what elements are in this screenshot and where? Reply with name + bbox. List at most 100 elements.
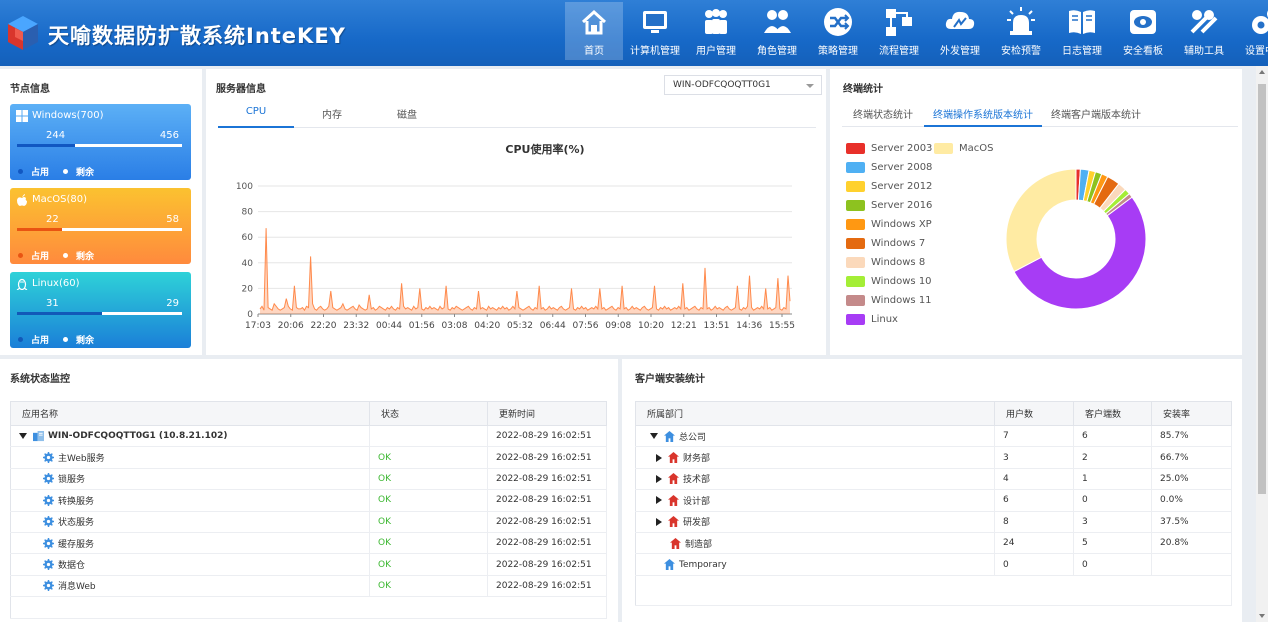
nav-item-label: 安全看板 <box>1123 46 1163 57</box>
x-tick-label: 15:55 <box>769 321 795 331</box>
department-name: 制造部 <box>685 539 713 550</box>
collapse-triangle-icon[interactable] <box>656 496 662 505</box>
tab-server-1[interactable]: 内存 <box>322 110 342 121</box>
legend-item[interactable]: Linux <box>846 314 898 325</box>
nav-item-flow[interactable]: 流程管理 <box>870 2 928 60</box>
col-install-rate[interactable]: 安装率 <box>1151 401 1232 426</box>
legend-item[interactable]: Server 2016 <box>846 200 932 211</box>
table-row[interactable]: 锁服务 OK 2022-08-29 16:02:51 <box>10 468 607 491</box>
department-icon <box>664 559 675 571</box>
table-row[interactable]: 研发部 8 3 37.5% <box>635 511 1232 533</box>
collapse-triangle-icon[interactable] <box>656 517 662 526</box>
nav-item-home[interactable]: 首页 <box>565 2 623 60</box>
table-row[interactable]: Temporary 0 0 <box>635 553 1232 576</box>
node-card-apple[interactable]: MacOS(80) 22 58 占用 剩余 <box>10 188 191 264</box>
scroll-up-arrow-icon[interactable] <box>1259 70 1265 74</box>
department-cell: Temporary <box>635 553 995 576</box>
x-tick-label: 00:44 <box>376 321 402 331</box>
table-row[interactable]: 状态服务 OK 2022-08-29 16:02:51 <box>10 511 607 533</box>
node-card-linux[interactable]: Linux(60) 31 29 占用 剩余 <box>10 272 191 348</box>
nav-item-users[interactable]: 用户管理 <box>687 2 745 60</box>
table-row[interactable]: 主Web服务 OK 2022-08-29 16:02:51 <box>10 446 607 469</box>
table-row[interactable]: 技术部 4 1 25.0% <box>635 468 1232 491</box>
table-row[interactable]: 缓存服务 OK 2022-08-29 16:02:51 <box>10 532 607 555</box>
legend-item[interactable]: MacOS <box>934 143 993 154</box>
donut-slice[interactable] <box>1013 196 1147 310</box>
nav-item-cloud[interactable]: 外发管理 <box>931 2 989 60</box>
table-row[interactable]: 制造部 24 5 20.8% <box>635 532 1232 555</box>
nav-item-roles[interactable]: 角色管理 <box>748 2 806 60</box>
time-cell: 2022-08-29 16:02:51 <box>487 511 607 533</box>
users-cell: 4 <box>994 468 1074 491</box>
system-monitor-title: 系统状态监控 <box>10 374 70 385</box>
legend-item[interactable]: Windows 10 <box>846 276 932 287</box>
table-row[interactable]: 转换服务 OK 2022-08-29 16:02:51 <box>10 489 607 512</box>
col-clients[interactable]: 客户端数 <box>1073 401 1152 426</box>
department-name: 技术部 <box>683 475 711 486</box>
table-row[interactable]: 消息Web OK 2022-08-29 16:02:51 <box>10 575 607 598</box>
donut-slice[interactable] <box>1005 168 1077 273</box>
y-tick-label: 60 <box>242 233 254 243</box>
col-department[interactable]: 所属部门 <box>635 401 995 426</box>
legend-item[interactable]: Windows 7 <box>846 238 925 249</box>
empty-cell <box>487 596 607 619</box>
legend-label: Windows 10 <box>871 276 932 287</box>
server-select[interactable]: WIN-ODFCQOQTT0G1 <box>664 75 822 95</box>
cpu-series-area <box>260 228 790 314</box>
legend-item[interactable]: Windows 11 <box>846 295 932 306</box>
tab-server-0[interactable]: CPU <box>245 106 267 117</box>
tab-terminal-0[interactable]: 终端状态统计 <box>853 110 913 121</box>
app-name-cell: WIN-ODFCQOQTT0G1 (10.8.21.102) <box>10 425 370 448</box>
nav-item-dashboard[interactable]: 安全看板 <box>1114 2 1172 60</box>
status-cell: OK <box>369 489 488 512</box>
nav-item-shuffle[interactable]: 策略管理 <box>809 2 867 60</box>
collapse-triangle-icon[interactable] <box>656 453 662 462</box>
empty-cell <box>635 575 995 606</box>
page-scrollbar[interactable] <box>1256 66 1268 622</box>
x-tick-label: 13:51 <box>704 321 730 331</box>
x-tick-label: 06:44 <box>540 321 566 331</box>
expand-triangle-icon[interactable] <box>650 433 658 440</box>
time-cell: 2022-08-29 16:02:51 <box>487 489 607 512</box>
table-row[interactable]: 总公司 7 6 85.7% <box>635 425 1232 448</box>
collapse-triangle-icon[interactable] <box>656 474 662 483</box>
scrollbar-thumb[interactable] <box>1258 84 1266 494</box>
logo-cube-icon <box>8 16 38 50</box>
scroll-down-arrow-icon[interactable] <box>1259 614 1265 618</box>
nav-item-monitor[interactable]: 计算机管理 <box>626 2 684 60</box>
tab-terminal-1[interactable]: 终端操作系统版本统计 <box>933 110 1033 121</box>
col-status[interactable]: 状态 <box>369 401 488 426</box>
legend-item[interactable]: Server 2012 <box>846 181 932 192</box>
nav-item-settings[interactable]: 设置中心 <box>1236 2 1268 60</box>
nav-item-book[interactable]: 日志管理 <box>1053 2 1111 60</box>
y-tick-label: 40 <box>242 259 254 269</box>
nav-item-tools[interactable]: 辅助工具 <box>1175 2 1233 60</box>
legend-item[interactable]: Windows XP <box>846 219 932 230</box>
table-row-root[interactable]: WIN-ODFCQOQTT0G1 (10.8.21.102) 2022-08-29… <box>10 425 607 448</box>
col-users[interactable]: 用户数 <box>994 401 1074 426</box>
legend-item[interactable]: Server 2003 <box>846 143 932 154</box>
legend-swatch <box>846 162 865 173</box>
nav-item-alarm[interactable]: 安检预警 <box>992 2 1050 60</box>
x-tick-label: 23:32 <box>343 321 369 331</box>
col-app-name[interactable]: 应用名称 <box>10 401 370 426</box>
users-cell: 0 <box>994 553 1074 576</box>
alarm-icon <box>1007 7 1035 35</box>
monitor-icon <box>643 11 667 33</box>
tab-terminal-2[interactable]: 终端客户端版本统计 <box>1051 110 1141 121</box>
department-name: 财务部 <box>683 454 711 465</box>
node-card-windows[interactable]: Windows(700) 244 456 占用 剩余 <box>10 104 191 180</box>
node-info-title: 节点信息 <box>10 84 50 95</box>
shuffle-icon <box>824 8 852 36</box>
nav-item-label: 计算机管理 <box>630 46 680 57</box>
tab-server-2[interactable]: 磁盘 <box>397 110 417 121</box>
table-row[interactable]: 设计部 6 0 0.0% <box>635 489 1232 512</box>
legend-item[interactable]: Server 2008 <box>846 162 932 173</box>
table-row[interactable]: 财务部 3 2 66.7% <box>635 446 1232 469</box>
col-update-time[interactable]: 更新时间 <box>487 401 607 426</box>
app-name-cell: 状态服务 <box>10 511 370 533</box>
table-row[interactable]: 数据仓 OK 2022-08-29 16:02:51 <box>10 553 607 576</box>
clients-cell: 0 <box>1073 489 1152 512</box>
legend-item[interactable]: Windows 8 <box>846 257 925 268</box>
expand-triangle-icon[interactable] <box>19 433 27 440</box>
